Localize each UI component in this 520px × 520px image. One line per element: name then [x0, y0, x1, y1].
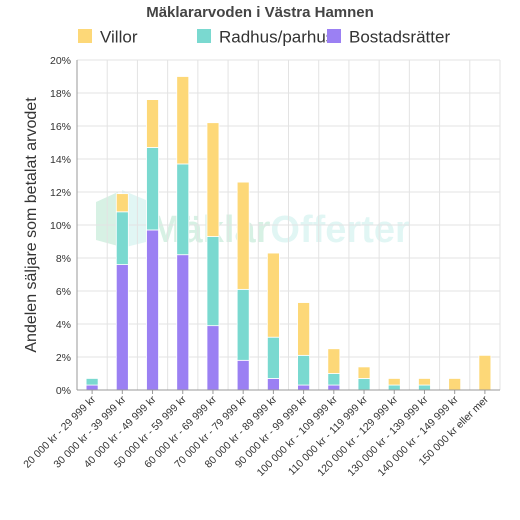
y-tick-label: 6% — [56, 286, 71, 298]
watermark: MäklarOfferter — [96, 190, 410, 251]
legend-swatch — [327, 29, 341, 43]
bar-segment — [357, 378, 371, 391]
bar-segment — [387, 378, 401, 386]
watermark-suffix: Offerter — [270, 209, 410, 251]
y-tick-label: 4% — [56, 319, 71, 331]
legend-label: Bostadsrätter — [349, 28, 450, 47]
bars — [85, 76, 492, 391]
y-axis-ticks: 0% 2% 4% 6% 8% 10% 12% 14% 16% 18% 20% — [50, 55, 71, 397]
legend-item: Radhus/parhus — [197, 28, 334, 47]
bar-segment — [357, 366, 371, 379]
y-axis-label: Andelen säljare som betalat arvodet — [23, 97, 40, 353]
chart-title: Mäklararvoden i Västra Hamnen — [146, 4, 374, 21]
bar-segment — [146, 99, 159, 148]
bar-segment — [478, 354, 492, 391]
bar-segment — [206, 325, 220, 391]
bar-segment — [297, 354, 311, 386]
bar-segment — [206, 236, 220, 327]
bar-segment — [115, 264, 129, 391]
bar-segment — [297, 384, 311, 391]
bar-segment — [115, 193, 129, 213]
bar-segment — [266, 336, 280, 379]
bar-segment — [236, 359, 250, 391]
y-tick-label: 20% — [50, 55, 71, 67]
bar-segment — [297, 302, 311, 356]
legend-swatch — [78, 29, 92, 43]
legend-swatch — [197, 29, 211, 43]
bar-segment — [418, 384, 431, 391]
bar-segment — [176, 76, 190, 165]
y-tick-label: 12% — [50, 187, 71, 199]
y-tick-label: 0% — [56, 385, 71, 397]
bar-segment — [236, 181, 250, 290]
y-tick-label: 2% — [56, 352, 71, 364]
bar-segment — [236, 288, 250, 361]
bar-segment — [266, 378, 280, 391]
bar-segment — [85, 378, 99, 386]
bar-segment — [387, 384, 401, 391]
axes — [76, 60, 500, 391]
y-tick-label: 10% — [50, 220, 71, 232]
y-tick-label: 16% — [50, 121, 71, 133]
bar-segment — [176, 254, 190, 391]
bar-segment — [115, 211, 129, 266]
gridlines — [76, 59, 501, 391]
bar-segment — [418, 378, 431, 386]
legend-label: Villor — [100, 28, 138, 47]
bar-segment — [327, 373, 341, 386]
bar-segment — [85, 384, 99, 391]
legend-item: Bostadsrätter — [327, 28, 450, 47]
bar-segment — [448, 378, 462, 391]
y-tick-label: 8% — [56, 253, 71, 265]
bar-segment — [146, 147, 159, 231]
legend-item: Villor — [78, 28, 138, 47]
bar-segment — [266, 252, 280, 338]
bar-segment — [327, 384, 341, 391]
bar-segment — [176, 163, 190, 256]
bar-segment — [327, 348, 341, 374]
y-tick-label: 14% — [50, 154, 71, 166]
legend: Villor Radhus/parhus Bostadsrätter — [78, 28, 450, 47]
bar-segment — [206, 122, 220, 237]
y-tick-label: 18% — [50, 88, 71, 100]
legend-label: Radhus/parhus — [219, 28, 334, 47]
bar-segment — [146, 229, 159, 391]
